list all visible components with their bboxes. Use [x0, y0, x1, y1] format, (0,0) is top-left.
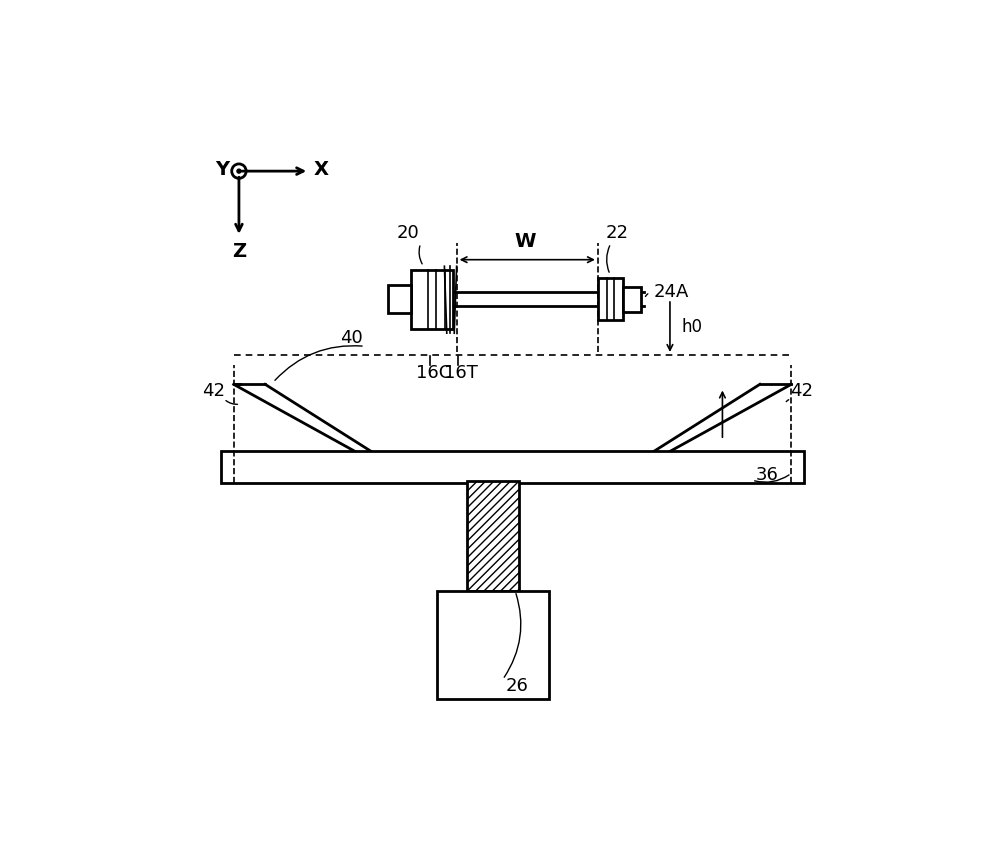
Bar: [437, 591, 549, 699]
Bar: [467, 481, 519, 591]
Bar: [598, 278, 623, 320]
Text: h0: h0: [682, 319, 703, 337]
Text: 22: 22: [606, 224, 629, 243]
Circle shape: [237, 170, 241, 173]
Bar: [623, 286, 641, 312]
Text: 16T: 16T: [444, 364, 478, 382]
Text: 26: 26: [506, 677, 529, 695]
Text: X: X: [313, 159, 328, 179]
Text: 42: 42: [790, 382, 813, 400]
Text: 20: 20: [396, 224, 419, 243]
Bar: [411, 269, 453, 329]
Bar: [221, 452, 804, 483]
Text: Z: Z: [232, 242, 246, 261]
Text: W: W: [515, 233, 536, 251]
Text: 24A: 24A: [654, 284, 689, 302]
Bar: [388, 285, 411, 313]
Text: 40: 40: [340, 330, 363, 348]
Text: 16C: 16C: [416, 364, 451, 382]
Text: Y: Y: [215, 159, 229, 179]
Text: 36: 36: [755, 466, 778, 484]
Text: 42: 42: [203, 382, 226, 400]
